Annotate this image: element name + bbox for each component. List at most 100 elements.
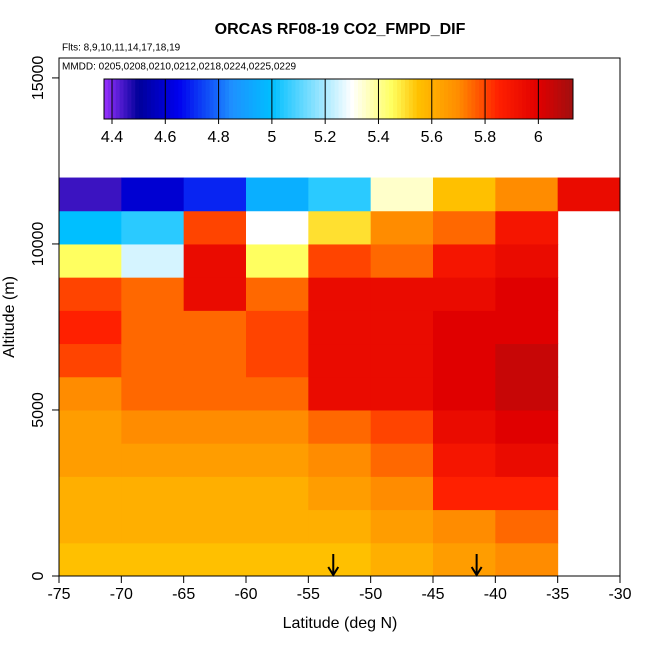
heatmap-cell [59,542,122,577]
colorbar-swatch [522,79,527,119]
colorbar-swatch [115,79,121,119]
heatmap-cell [495,343,559,378]
colorbar-swatch [127,79,132,119]
colorbar-tick-label: 6 [534,129,543,146]
colorbar-swatch [459,79,465,119]
colorbar-swatch [174,79,179,119]
colorbar-swatch [420,79,425,119]
colorbar-swatch [178,79,183,119]
heatmap-cell [59,210,122,245]
colorbar-swatch [170,79,175,119]
x-tick-label: -35 [546,586,569,603]
heatmap-cell [370,542,434,577]
y-tick-label: 0 [30,571,47,580]
arrow-head [327,566,340,577]
colorbar-swatch [275,79,281,119]
colorbar-swatch [315,79,320,119]
colorbar-swatch [303,79,308,119]
x-tick-label: -70 [110,586,133,603]
colorbar-swatch [565,79,570,119]
colorbar-swatch [229,79,234,119]
colorbar-swatch [217,79,222,119]
heatmap-cell [183,243,247,278]
colorbar-swatch [416,79,422,119]
colorbar-swatch [475,79,480,119]
heatmap-cell [121,177,185,212]
colorbar-swatch [381,79,386,119]
heatmap-cell [59,310,122,345]
colorbar-swatch [334,79,339,119]
heatmap-cell [433,210,496,245]
heatmap-cell [246,177,309,212]
colorbar-swatch [444,79,449,119]
heatmap-cell [433,476,496,511]
heatmap-cell [121,343,185,378]
colorbar-tick-label: 4.8 [207,129,229,146]
colorbar-swatch [404,79,410,119]
heatmap-cell [308,409,372,444]
colorbar-swatch [561,79,566,119]
colorbar-swatch [221,79,226,119]
heatmap-cell [433,443,496,477]
heatmap-cell [370,476,434,511]
colorbar-swatch [135,79,140,119]
colorbar-swatch [197,79,203,119]
heatmap-cell [121,210,185,245]
heatmap-cell [59,409,122,444]
colorbar-swatch [389,79,394,119]
colorbar-swatch [240,79,246,119]
colorbar-swatch [123,79,128,119]
heatmap-cell [308,542,372,577]
heatmap-cell [121,476,185,511]
colorbar-swatch [291,79,297,119]
heatmap-cell [308,310,372,345]
colorbar-tick-label: 4.4 [101,129,123,146]
colorbar-swatch [307,79,312,119]
heatmap-cell [183,343,247,378]
colorbar-swatch [299,79,304,119]
colorbar-swatch [412,79,418,119]
colorbar-swatch [408,79,414,119]
colorbar-tick-label: 5 [267,129,276,146]
colorbar-swatch [541,79,547,119]
colorbar-swatch [146,79,152,119]
colorbar-swatch [232,79,238,119]
heatmap-cell [121,277,185,311]
heatmap-cell [308,443,372,477]
heatmap-cell [183,177,247,212]
heatmap-cell [246,343,309,378]
heatmap-cell [246,409,309,444]
colorbar-swatch [295,79,300,119]
colorbar-swatch [502,79,508,119]
x-tick-label: -30 [608,586,631,603]
colorbar-swatch [205,79,211,119]
colorbar-swatch [209,79,214,119]
colorbar-swatch [193,79,199,119]
heatmap-cell [433,177,496,212]
colorbar-swatch [248,79,254,119]
heatmap-cell [557,177,621,212]
colorbar-swatch [494,79,500,119]
plot-frame [58,57,621,577]
heatmap-cell [370,509,434,544]
heatmap-cell [183,210,247,245]
colorbar-swatch [338,79,343,119]
heatmap-cell [495,542,559,577]
colorbar-swatch [436,79,441,119]
heatmap-cell [183,310,247,345]
heatmap-cell [246,310,309,345]
heatmap-cell [246,243,309,278]
colorbar-swatch [279,79,285,119]
colorbar-swatch [358,79,363,119]
colorbar-swatch [143,79,148,119]
heatmap-cell [121,509,185,544]
colorbar-swatch [354,79,359,119]
colorbar-tick-label: 5.6 [421,129,443,146]
heatmap-cell [308,210,372,245]
heatmap-cell [59,243,122,278]
heatmap-cell [308,509,372,544]
colorbar-swatch [342,79,347,119]
colorbar-swatch [119,79,125,119]
heatmap-cell [183,476,247,511]
colorbar-swatch [154,79,160,119]
